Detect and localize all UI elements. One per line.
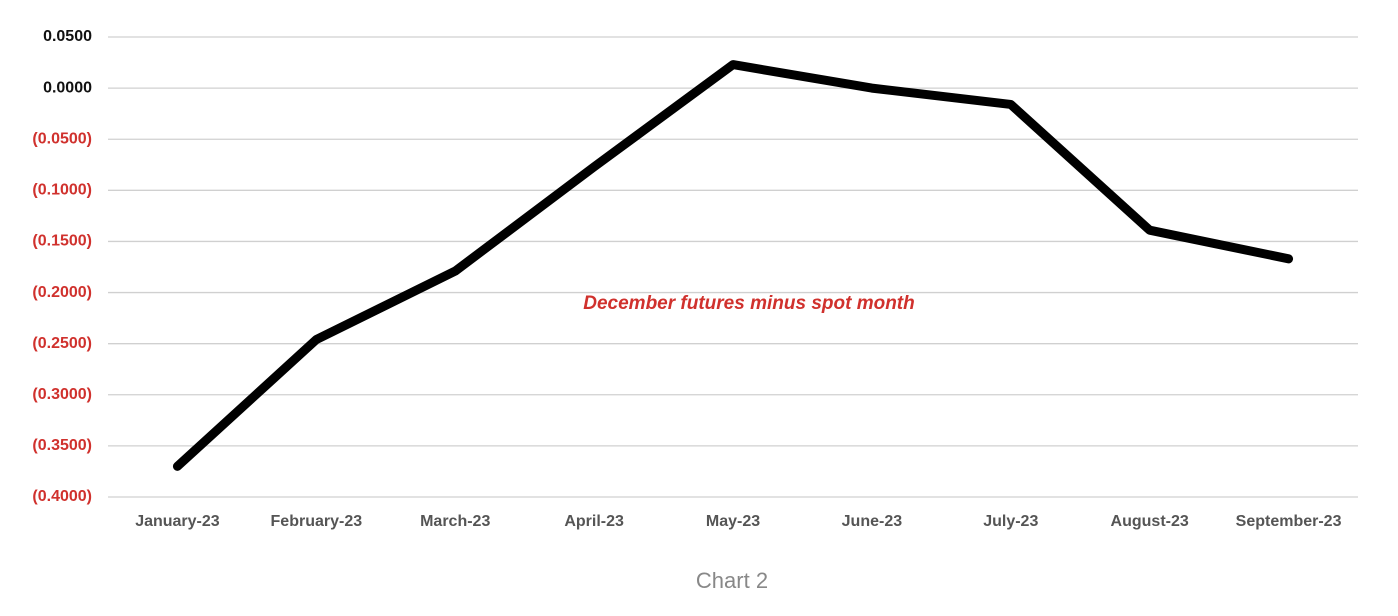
y-tick-label: (0.2500): [32, 335, 92, 352]
annotation: December futures minus spot month: [583, 293, 915, 314]
y-tick-label: (0.3000): [32, 386, 92, 403]
line: [172, 60, 1294, 471]
x-tick-label: July-23: [983, 513, 1038, 530]
y-tick-label: 0.0500: [43, 28, 92, 45]
y-tick-label: (0.1500): [32, 233, 92, 250]
x-tick-label: May-23: [706, 513, 760, 530]
x-tick-label: June-23: [842, 513, 903, 530]
x-tick-label: August-23: [1111, 513, 1189, 530]
x-tick-label: September-23: [1236, 513, 1342, 530]
caption: Chart 2: [696, 568, 768, 593]
y-tick-label: (0.0500): [32, 130, 92, 147]
x-tick-label: March-23: [420, 513, 490, 530]
x-tick-label: January-23: [135, 513, 220, 530]
y-tick-label: (0.3500): [32, 437, 92, 454]
y-tick-label: (0.2000): [32, 284, 92, 301]
x-tick-label: February-23: [271, 513, 363, 530]
y-tick-label: 0.0000: [43, 79, 92, 96]
y-tick-label: (0.4000): [32, 488, 92, 505]
x-tick-label: April-23: [564, 513, 624, 530]
y-tick-label: (0.1000): [32, 182, 92, 199]
